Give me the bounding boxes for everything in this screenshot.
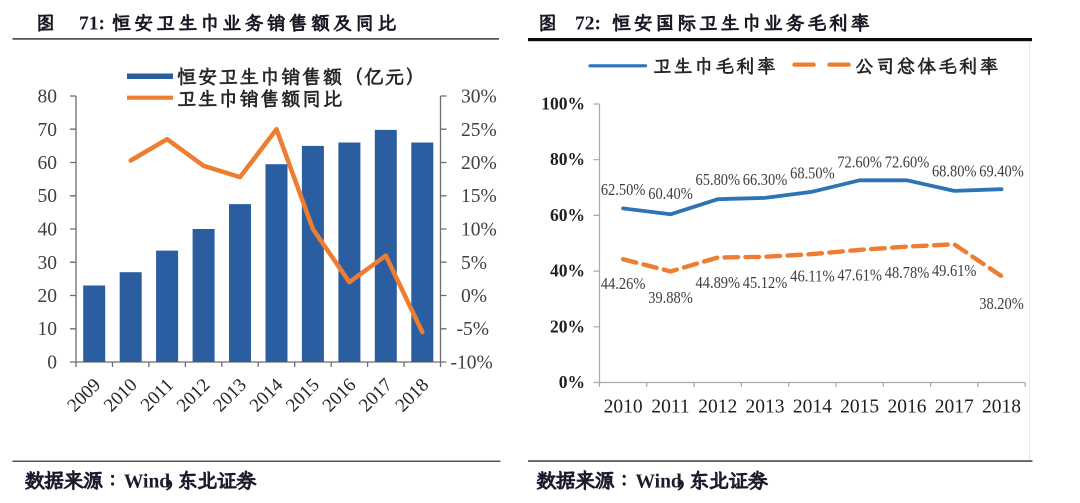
svg-text:20: 20 [38,286,58,307]
svg-text:65.80%: 65.80% [696,170,741,189]
svg-text:44.89%: 44.89% [696,273,741,292]
svg-text:49.61%: 49.61% [932,261,977,280]
svg-text:Wind: Wind [636,472,682,493]
svg-text:72.60%: 72.60% [885,153,930,172]
svg-text:2011: 2011 [651,397,689,418]
svg-text:48.78%: 48.78% [885,263,930,282]
svg-text:46.11%: 46.11% [790,267,835,286]
svg-text:2014: 2014 [793,397,832,418]
svg-text:2010: 2010 [604,397,643,418]
svg-text:2014: 2014 [246,374,288,416]
svg-text:2015: 2015 [282,375,324,417]
svg-text:0%: 0% [461,286,487,307]
svg-text:47.61%: 47.61% [837,266,882,285]
svg-text:2017: 2017 [355,375,397,417]
svg-text:2017: 2017 [935,397,974,418]
svg-text:80%: 80% [550,149,585,169]
svg-text:68.80%: 68.80% [932,162,977,181]
svg-text:69.40%: 69.40% [979,162,1024,181]
svg-text:70: 70 [38,120,58,141]
svg-text:100%: 100% [541,94,585,114]
svg-text:68.50%: 68.50% [790,164,835,183]
svg-text:38.20%: 38.20% [979,294,1024,313]
svg-text:72.60%: 72.60% [837,153,882,172]
svg-text:5%: 5% [461,253,487,274]
svg-text:80: 80 [38,87,58,108]
svg-text:20%: 20% [461,153,497,174]
svg-text:2012: 2012 [173,375,215,417]
svg-text:71:: 71: [79,14,105,35]
svg-text:50: 50 [38,186,58,207]
svg-text:2010: 2010 [100,375,142,417]
svg-text:2018: 2018 [392,375,434,417]
svg-text:2011: 2011 [137,375,178,416]
svg-text:60.40%: 60.40% [648,184,693,203]
svg-text:60%: 60% [550,205,585,225]
svg-text:44.26%: 44.26% [601,274,646,293]
svg-text:2015: 2015 [840,397,879,418]
svg-text:60: 60 [38,153,58,174]
svg-text:2012: 2012 [698,397,737,418]
svg-text:45.12%: 45.12% [743,273,788,292]
svg-text:2009: 2009 [63,375,105,417]
svg-text:-10%: -10% [451,353,493,374]
svg-text:10%: 10% [461,220,497,241]
svg-text:2016: 2016 [888,397,927,418]
svg-text:25%: 25% [461,120,497,141]
svg-text:66.30%: 66.30% [743,170,788,189]
svg-text:0: 0 [47,353,57,374]
svg-text:2013: 2013 [209,375,251,417]
svg-text:-5%: -5% [457,319,490,340]
svg-text:10: 10 [38,319,58,340]
svg-text:15%: 15% [461,186,497,207]
svg-text:39.88%: 39.88% [648,288,693,307]
svg-text:30%: 30% [461,87,497,108]
svg-text:Wind: Wind [124,472,170,493]
svg-text:2016: 2016 [319,375,361,417]
svg-text:20%: 20% [550,316,585,336]
svg-text:62.50%: 62.50% [601,180,646,199]
svg-text:72:: 72: [575,14,601,35]
svg-text:2018: 2018 [982,397,1021,418]
svg-text:40: 40 [38,220,58,241]
svg-text:40%: 40% [550,261,585,281]
svg-text:30: 30 [38,253,58,274]
svg-text:2013: 2013 [746,397,785,418]
svg-text:0%: 0% [559,372,585,392]
